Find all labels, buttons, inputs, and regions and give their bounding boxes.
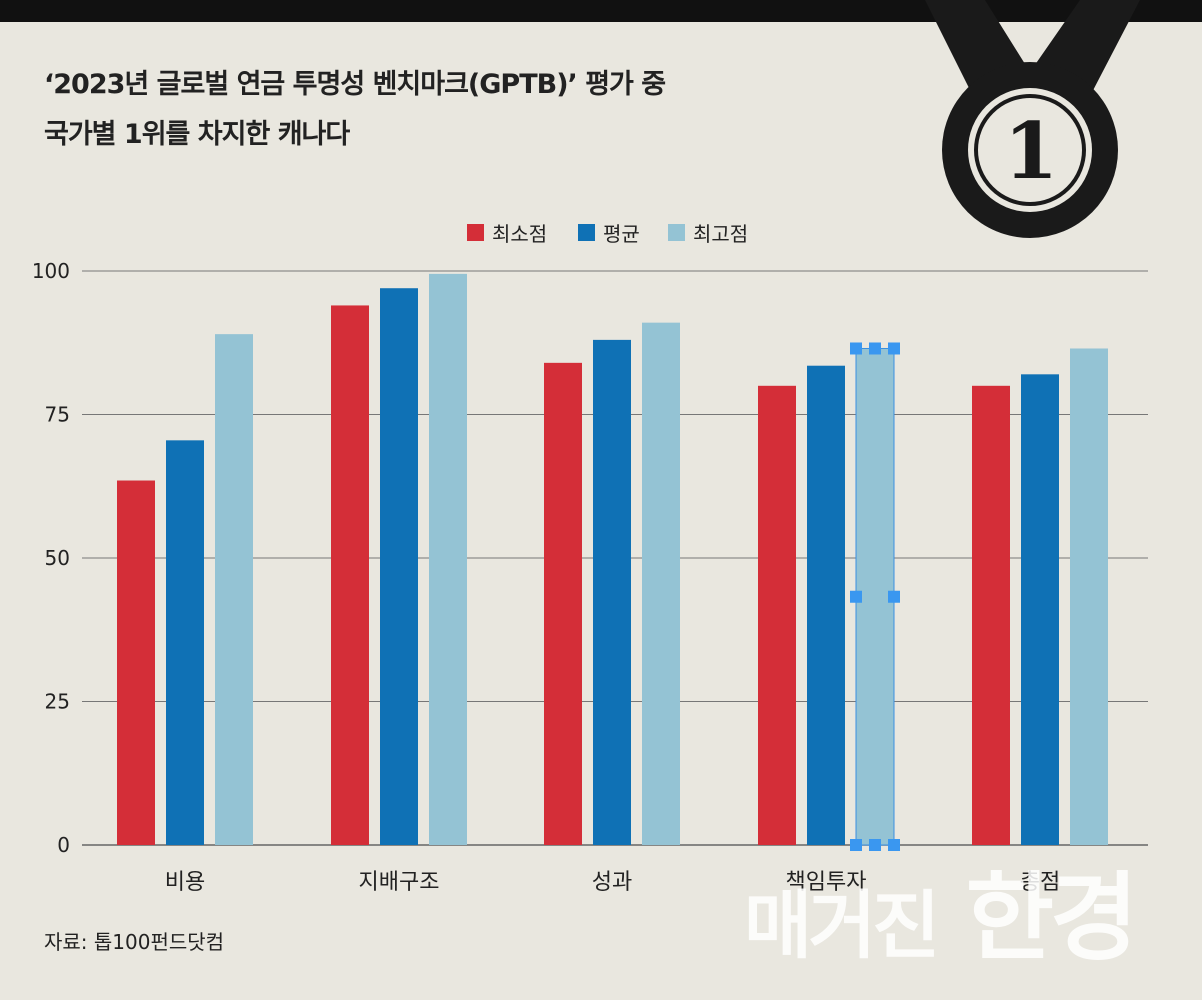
y-tick-label: 100 xyxy=(32,259,70,283)
bar-4-2 xyxy=(1070,348,1108,845)
bar-2-2 xyxy=(642,322,680,845)
legend-item: 평균 xyxy=(578,216,640,248)
watermark-part2: 한경 xyxy=(965,861,1139,974)
legend-label: 최소점 xyxy=(492,221,548,246)
selection-handle[interactable] xyxy=(888,839,900,851)
source-note: 자료: 톱100펀드닷컴 xyxy=(44,930,225,954)
bar-2-1 xyxy=(593,339,631,845)
y-tick-label: 25 xyxy=(45,690,70,714)
title-line-1: ‘2023년 글로벌 연금 투명성 벤치마크(GPTB)’ 평가 중 xyxy=(44,69,666,100)
bar-0-2 xyxy=(215,334,253,845)
selection-handle[interactable] xyxy=(888,342,900,355)
y-tick-label: 0 xyxy=(57,833,70,857)
legend-item: 최소점 xyxy=(467,216,547,248)
legend-label: 최고점 xyxy=(693,221,749,246)
selection-handle[interactable] xyxy=(888,590,900,603)
legend-item: 최고점 xyxy=(668,216,748,248)
x-category-label: 지배구조 xyxy=(359,870,440,895)
watermark-part1: 매거진 xyxy=(744,883,940,969)
bar-4-0 xyxy=(972,385,1010,845)
x-category-label: 총점 xyxy=(1020,870,1060,895)
selection-handle[interactable] xyxy=(850,839,862,851)
bar-3-1 xyxy=(807,365,845,845)
title-line-2: 국가별 1위를 차지한 캐나다 xyxy=(44,119,350,150)
x-category-label: 책임투자 xyxy=(786,870,867,895)
bar-3-2 xyxy=(856,348,894,845)
bar-1-2 xyxy=(429,273,467,845)
y-tick-label: 50 xyxy=(45,546,70,570)
selection-handle[interactable] xyxy=(850,590,862,603)
medal-number: 1 xyxy=(1004,106,1058,197)
watermark: 매거진 한경 xyxy=(744,840,1139,979)
bar-0-1 xyxy=(166,440,204,845)
selection-handle[interactable] xyxy=(869,839,881,851)
legend-swatch xyxy=(578,223,595,241)
bar-1-1 xyxy=(380,288,418,846)
legend-swatch xyxy=(467,223,484,241)
x-category-label: 비용 xyxy=(165,870,205,895)
legend: 최소점 평균 최고점 xyxy=(0,216,1202,248)
x-category-label: 성과 xyxy=(592,870,632,895)
bar-3-0 xyxy=(758,385,796,845)
selection-handle[interactable] xyxy=(869,342,881,355)
bar-0-0 xyxy=(117,480,155,845)
top-band xyxy=(0,0,1202,22)
selection-handle[interactable] xyxy=(850,342,862,355)
bar-1-0 xyxy=(331,305,369,845)
y-tick-label: 75 xyxy=(45,403,70,427)
legend-swatch xyxy=(668,223,685,241)
bar-2-0 xyxy=(544,362,582,845)
bar-4-1 xyxy=(1021,374,1059,845)
legend-label: 평균 xyxy=(603,221,640,246)
